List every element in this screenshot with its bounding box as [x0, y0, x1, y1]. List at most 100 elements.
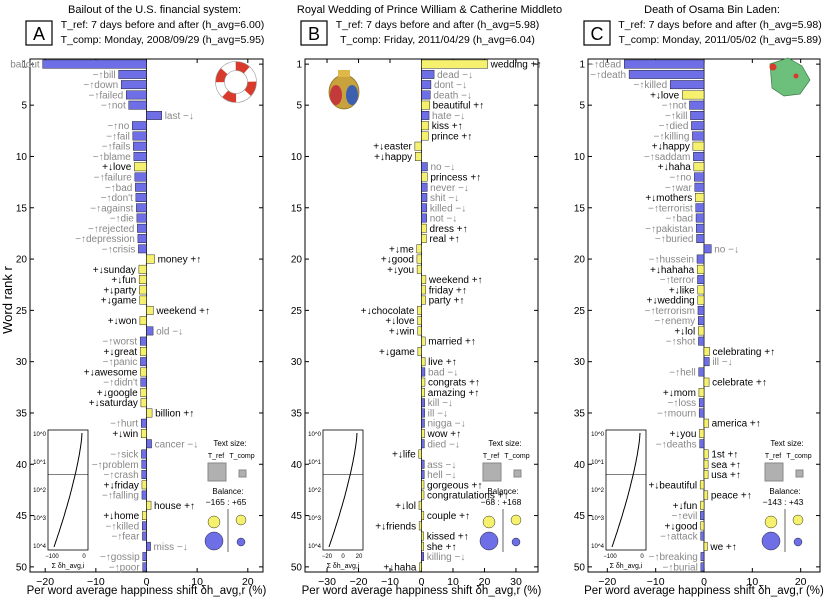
y-tick-label: 15: [291, 203, 303, 214]
inset-y-tick-label: 10^1: [308, 460, 321, 466]
inset-cumulative-line: [611, 432, 641, 548]
bar: [141, 470, 147, 479]
word-label: +↓you: [669, 429, 696, 440]
y-tick-label: 5: [21, 101, 27, 112]
bar: [703, 541, 708, 551]
word-label: −↑evil: [672, 511, 698, 522]
word-label: ill −↓: [712, 357, 732, 368]
y-tick-label: 30: [291, 357, 303, 368]
legend-tref: T_ref: [765, 453, 781, 460]
bar: [700, 511, 705, 520]
bar: [141, 490, 147, 500]
inset-y-tick-label: 10^1: [591, 460, 604, 466]
bar: [692, 131, 705, 141]
word-label: +↓love: [650, 90, 680, 101]
word-label: −↑deaths: [656, 439, 697, 450]
word-label: −↑sick: [110, 450, 139, 461]
bar: [698, 326, 705, 336]
word-label: −↑terrorist: [648, 203, 693, 214]
bar: [421, 377, 426, 387]
word-label: −↑killed: [106, 521, 140, 532]
word-label: +↓chocolate: [361, 306, 415, 317]
inset-x-tick-label: 20: [356, 554, 363, 560]
bar: [421, 90, 431, 100]
word-label: dead −↓: [437, 70, 473, 81]
word-label: +↓friday: [104, 480, 139, 491]
inset-x-tick-label: 0: [82, 554, 86, 560]
tcomp-line: T_comp: Friday, 2011/04/29 (h_avg=6.04): [340, 34, 535, 46]
word-label: −↑not: [662, 101, 687, 112]
bar: [703, 470, 709, 479]
bar: [696, 234, 705, 243]
word-label: usa +↑: [711, 470, 741, 481]
bar: [703, 357, 710, 367]
balance-circle-negative-up: [204, 531, 224, 551]
panel-title: Bailout of the U.S. financial system:: [68, 4, 241, 16]
word-label: −↑mourn: [657, 408, 696, 419]
panel-c: Death of Osama Bin Laden: T_ref: 7 days b…: [574, 4, 824, 597]
bar: [421, 234, 427, 243]
bar: [703, 490, 709, 500]
word-label: gorgeous +↑: [427, 480, 482, 491]
word-label: +↓friends: [375, 521, 416, 532]
word-label: shit −↓: [430, 193, 459, 204]
word-label: kissed +↑: [427, 532, 469, 543]
x-tick-label: −10: [647, 576, 665, 588]
bar: [146, 439, 152, 449]
word-label: −↑panic: [103, 357, 138, 368]
bar: [703, 459, 709, 469]
word-label: −↑poor: [109, 562, 141, 573]
legend-tcomp: T_comp: [504, 453, 529, 460]
legend-tcomp: T_comp: [786, 453, 811, 460]
word-label: +↓mom: [663, 388, 696, 399]
word-label: never −↓: [430, 183, 469, 194]
word-label: −↑enemy: [654, 316, 695, 327]
word-label: +↓love: [102, 162, 132, 173]
word-label: −↑fear: [111, 532, 140, 543]
bar: [134, 172, 147, 182]
bar: [697, 285, 705, 295]
word-label: +↓beautiful: [648, 480, 697, 491]
panel-letter: A: [33, 24, 45, 44]
inset-x-tick-label: −100: [45, 554, 59, 560]
word-label: princess +↑: [430, 172, 481, 183]
bar: [418, 449, 422, 459]
inset-y-tick-label: 10^2: [33, 488, 46, 494]
bar: [141, 459, 147, 469]
word-label: +↓great: [104, 347, 138, 358]
word-label: ill −↓: [428, 408, 448, 419]
word-label: −↑killed: [634, 80, 668, 91]
word-label: +↓good: [381, 255, 414, 266]
inset-x-label: Σ δh_avg,i: [610, 563, 643, 570]
inset-x-tick-label: 0: [640, 554, 644, 560]
word-label: −↑gossip: [100, 552, 140, 563]
y-tick-label: 25: [574, 306, 586, 317]
bar: [698, 388, 705, 397]
y-tick-label: 50: [16, 562, 28, 573]
x-tick-label: 30: [510, 576, 522, 588]
bar: [418, 500, 422, 510]
bar: [417, 316, 422, 326]
word-label: +↓you: [387, 265, 414, 276]
word-label: −↑don't: [101, 193, 133, 204]
word-label: america +↑: [712, 419, 761, 430]
panel-a: Bailout of the U.S. financial system: T_r…: [10, 4, 266, 597]
word-label: −↑died: [659, 121, 689, 132]
word-label: weekend +↑: [155, 306, 210, 317]
balance-circle-negative-up: [761, 531, 781, 551]
bar: [421, 193, 428, 202]
x-tick-label: −20: [36, 576, 54, 588]
y-tick-label: 1: [296, 60, 302, 71]
bar: [697, 264, 705, 274]
word-label: −↑kill: [665, 111, 688, 122]
bar: [146, 111, 162, 120]
word-label: +↓mothers: [645, 193, 692, 204]
panel-title: Death of Osama Bin Laden:: [644, 4, 780, 16]
word-label: +↓me: [389, 244, 414, 255]
y-tick-label: 25: [16, 306, 28, 317]
word-label: +↓game: [101, 296, 137, 307]
x-tick-label: 10: [191, 576, 203, 588]
balance-circle-positive-down: [482, 515, 496, 529]
bar: [142, 531, 147, 541]
